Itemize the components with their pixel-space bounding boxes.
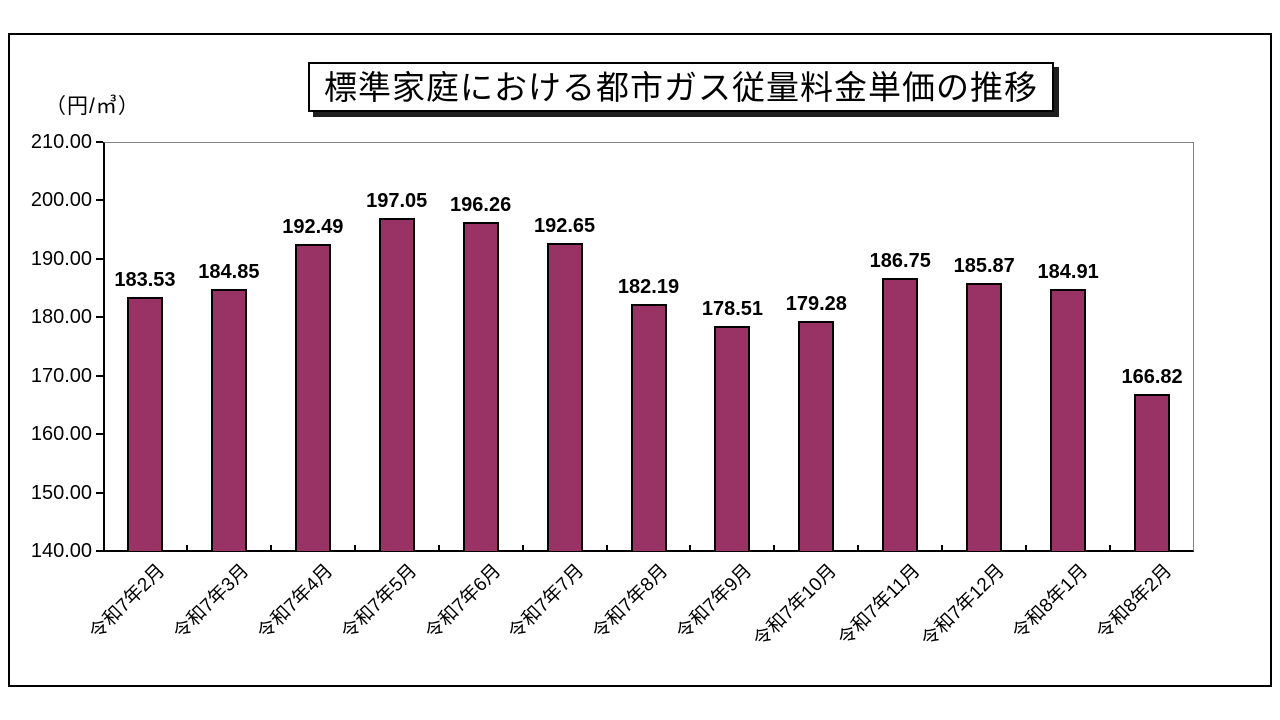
- x-tick-mark: [437, 545, 440, 551]
- x-tick-mark: [185, 545, 188, 551]
- y-tick-label: 160.00: [30, 423, 92, 446]
- bar-value-label: 166.82: [1121, 366, 1183, 389]
- x-tick-mark: [353, 545, 356, 551]
- chart-title: 標準家庭における都市ガス従量料金単価の推移: [308, 62, 1054, 112]
- y-tick-mark: [96, 316, 103, 319]
- y-tick-label: 150.00: [30, 481, 92, 504]
- bar: [546, 243, 583, 551]
- x-tick-mark: [1109, 545, 1112, 551]
- y-tick-mark: [96, 491, 103, 494]
- bar-value-label: 178.51: [701, 297, 764, 320]
- bar: [1134, 394, 1171, 551]
- bar: [882, 277, 919, 551]
- y-tick-mark: [96, 199, 103, 202]
- y-tick-mark: [96, 433, 103, 436]
- y-tick-label: 140.00: [30, 540, 92, 562]
- bar: [462, 222, 499, 551]
- bar-value-label: 185.87: [953, 254, 1015, 277]
- y-tick-label: 170.00: [30, 364, 92, 387]
- bar-value-label: 197.05: [366, 189, 428, 212]
- y-tick-label: 180.00: [30, 306, 92, 329]
- x-tick-mark: [941, 545, 944, 551]
- y-tick-label: 210.00: [30, 131, 92, 153]
- bar: [378, 217, 415, 551]
- bar: [210, 288, 247, 551]
- y-tick-mark: [96, 257, 103, 260]
- y-tick-label: 200.00: [30, 189, 92, 212]
- x-tick-mark: [1025, 545, 1028, 551]
- x-tick-mark: [521, 545, 524, 551]
- x-tick-mark: [773, 545, 776, 551]
- x-tick-mark: [269, 545, 272, 551]
- bar: [126, 296, 163, 551]
- bar: [714, 325, 751, 551]
- x-tick-mark: [605, 545, 608, 551]
- bar-value-label: 192.65: [533, 215, 596, 238]
- bar-value-label: 184.85: [198, 260, 260, 283]
- x-tick-mark: [857, 545, 860, 551]
- x-tick-mark: [689, 545, 692, 551]
- bar: [798, 321, 835, 551]
- bar-value-label: 196.26: [450, 194, 512, 217]
- bar-value-label: 179.28: [785, 293, 847, 316]
- y-axis-unit-label: （円/㎥）: [45, 95, 140, 118]
- y-tick-mark: [96, 374, 103, 377]
- bar: [630, 304, 667, 551]
- y-tick-label: 190.00: [30, 247, 92, 270]
- bar-value-label: 186.75: [869, 249, 931, 272]
- bar: [1050, 288, 1087, 551]
- bar: [294, 244, 331, 551]
- bar-value-label: 184.91: [1037, 260, 1099, 283]
- y-tick-mark: [96, 141, 103, 143]
- bar-value-label: 183.53: [114, 268, 176, 291]
- y-tick-mark: [96, 550, 103, 552]
- bar-value-label: 192.49: [282, 216, 344, 239]
- bar: [966, 282, 1003, 551]
- bar-value-label: 182.19: [617, 276, 680, 299]
